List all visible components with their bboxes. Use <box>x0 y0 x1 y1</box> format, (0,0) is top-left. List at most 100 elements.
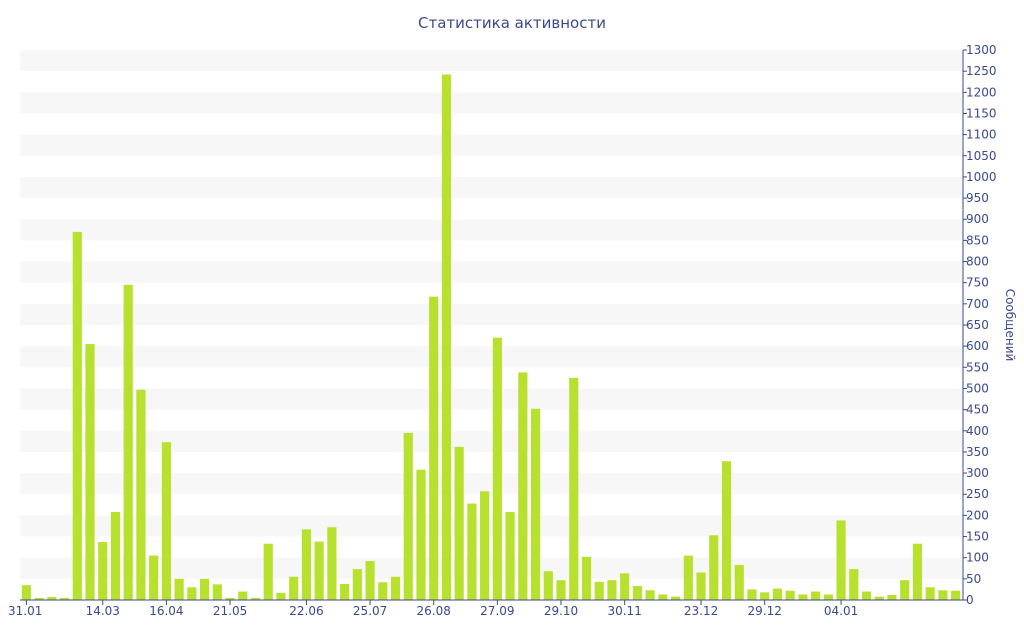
bar[interactable] <box>72 231 82 601</box>
y-tick-label: 650 <box>966 318 989 332</box>
bar[interactable] <box>734 564 744 600</box>
bar[interactable] <box>340 583 350 600</box>
bar[interactable] <box>887 594 897 600</box>
bar[interactable] <box>683 555 693 600</box>
bar[interactable] <box>518 372 528 600</box>
bar[interactable] <box>289 576 299 600</box>
bar[interactable] <box>925 587 935 600</box>
bar[interactable] <box>658 594 668 601</box>
bar[interactable] <box>174 578 184 600</box>
y-tick-label: 1150 <box>966 106 997 120</box>
bar[interactable] <box>301 529 312 600</box>
bar[interactable] <box>250 597 261 600</box>
bar[interactable] <box>721 461 732 600</box>
y-tick-label: 450 <box>966 403 989 417</box>
grid-band <box>20 134 962 156</box>
bar[interactable] <box>263 543 273 600</box>
bar[interactable] <box>136 389 146 600</box>
bar[interactable] <box>85 344 95 600</box>
bar[interactable] <box>811 591 821 600</box>
bar[interactable] <box>951 590 961 600</box>
bar[interactable] <box>378 582 388 600</box>
bar[interactable] <box>798 594 808 601</box>
y-tick-label: 400 <box>966 424 989 438</box>
bar[interactable] <box>505 512 515 600</box>
bar[interactable] <box>110 512 121 600</box>
y-tick-label: 700 <box>966 297 989 311</box>
bar[interactable] <box>556 580 566 600</box>
bar[interactable] <box>467 503 477 600</box>
bar[interactable] <box>429 296 439 600</box>
bar[interactable] <box>47 597 57 600</box>
bar[interactable] <box>543 571 553 600</box>
bar[interactable] <box>620 573 630 600</box>
bar[interactable] <box>403 432 413 600</box>
bar[interactable] <box>454 446 464 600</box>
bar[interactable] <box>238 591 248 600</box>
y-tick-label: 300 <box>966 466 989 480</box>
x-tick-label: 29.10 <box>544 604 578 618</box>
bar[interactable] <box>327 527 337 600</box>
bar[interactable] <box>480 491 490 600</box>
y-tick-label: 850 <box>966 233 989 247</box>
grid-band <box>20 473 962 495</box>
bar[interactable] <box>861 591 872 600</box>
bar[interactable] <box>709 535 719 600</box>
bar[interactable] <box>276 592 286 600</box>
bar[interactable] <box>212 584 222 600</box>
bar[interactable] <box>187 587 197 600</box>
bar[interactable] <box>912 543 923 600</box>
bar[interactable] <box>21 585 31 600</box>
x-tick-label: 25.07 <box>353 604 387 618</box>
bar[interactable] <box>760 592 770 600</box>
bar[interactable] <box>823 594 833 601</box>
x-tick-label: 22.06 <box>289 604 323 618</box>
bar[interactable] <box>492 337 502 600</box>
bar[interactable] <box>645 590 655 600</box>
y-tick-label: 350 <box>966 445 989 459</box>
bar[interactable] <box>34 597 44 600</box>
background-bands <box>20 50 962 579</box>
bar[interactable] <box>390 576 401 600</box>
bar[interactable] <box>849 569 859 600</box>
bar[interactable] <box>594 581 604 600</box>
bar[interactable] <box>200 578 210 600</box>
bar[interactable] <box>900 580 910 600</box>
bar[interactable] <box>161 442 171 600</box>
x-tick-label: 31.01 <box>8 604 42 618</box>
bar[interactable] <box>569 377 579 600</box>
bar[interactable] <box>365 561 375 600</box>
bar[interactable] <box>772 588 783 600</box>
bar[interactable] <box>441 74 452 601</box>
x-tick-label: 30.11 <box>607 604 641 618</box>
y-tick-label: 1200 <box>966 85 997 99</box>
bar[interactable] <box>874 596 884 600</box>
bar[interactable] <box>149 555 159 600</box>
y-tick-label: 200 <box>966 508 989 522</box>
bar[interactable] <box>696 572 706 601</box>
bar[interactable] <box>123 284 133 600</box>
bar[interactable] <box>581 556 592 600</box>
bar[interactable] <box>416 469 426 600</box>
y-tick-label: 1100 <box>966 128 997 142</box>
bar[interactable] <box>225 597 235 600</box>
bar[interactable] <box>314 541 324 600</box>
bar[interactable] <box>836 520 846 600</box>
y-tick-label: 1050 <box>966 149 997 163</box>
bar[interactable] <box>530 408 541 600</box>
y-axis: 0 50 100 150 200 250 300 350 400 450 500 550 600 650 7… <box>962 43 997 607</box>
bar[interactable] <box>607 580 617 600</box>
y-tick-label: 250 <box>966 487 989 501</box>
bar[interactable] <box>352 569 362 600</box>
x-tick-label: 14.03 <box>86 604 120 618</box>
bar[interactable] <box>98 542 108 600</box>
bar[interactable] <box>747 589 757 600</box>
bar[interactable] <box>632 586 642 600</box>
x-tick-label: 16.04 <box>149 604 183 618</box>
bar[interactable] <box>59 597 70 600</box>
grid-band <box>20 515 962 537</box>
bar[interactable] <box>785 590 795 600</box>
y-tick-label: 0 <box>966 593 974 607</box>
bar[interactable] <box>671 596 681 600</box>
bar[interactable] <box>938 590 948 600</box>
